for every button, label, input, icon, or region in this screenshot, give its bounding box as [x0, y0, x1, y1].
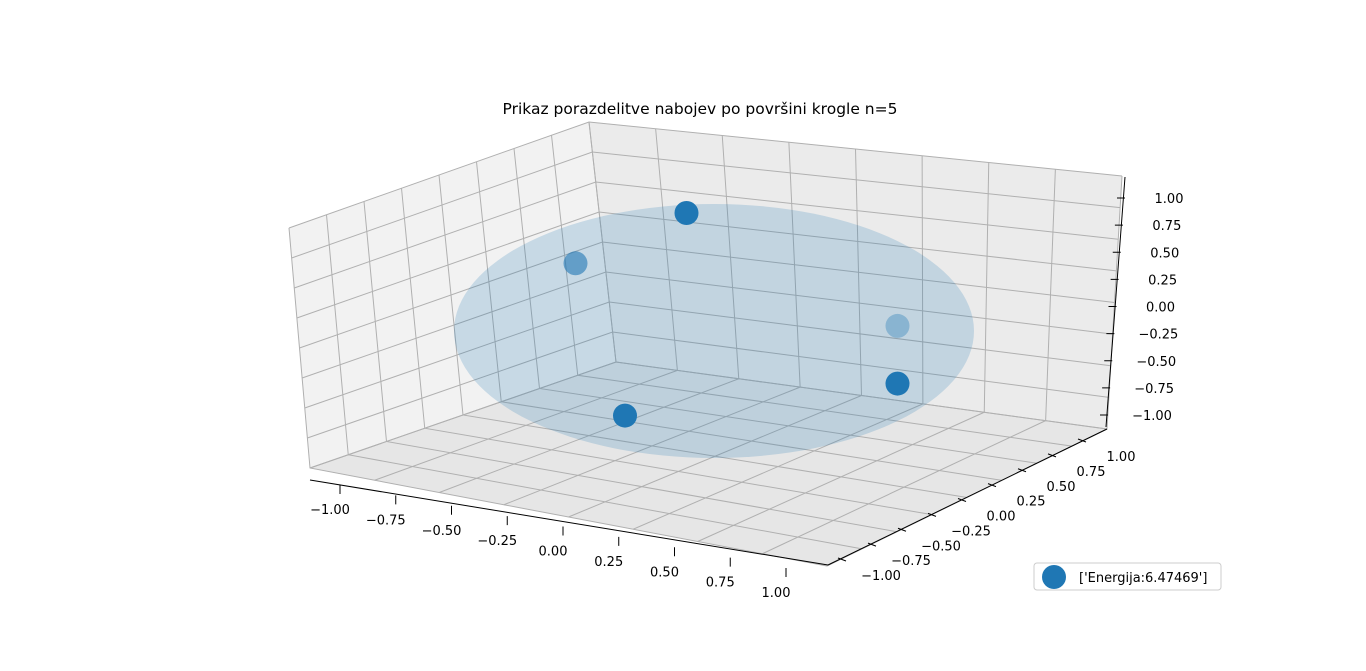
z-tick-label: 0.75: [1152, 219, 1181, 234]
y-tick-label: 0.00: [987, 510, 1016, 525]
z-tick-label: 1.00: [1155, 192, 1184, 207]
grid-lines: [288, 121, 1123, 567]
y-tick-mark: [1077, 438, 1087, 443]
charge-point-4: [885, 371, 910, 396]
z-tick-label: −0.50: [1136, 355, 1176, 370]
x-tick-label: −0.25: [477, 534, 517, 549]
x-tick-label: 1.00: [762, 586, 791, 601]
x-axis-ticks: −1.00 −0.75 −0.50 −0.25 0.00 0.25 0.50 0.75 1.00: [310, 485, 790, 601]
z-tick-label: −0.75: [1134, 382, 1174, 397]
x-tick-label: −0.75: [366, 513, 406, 528]
charge-point-1: [674, 201, 699, 225]
y-tick-label: −0.25: [951, 524, 991, 539]
z-grid-line: [307, 331, 1109, 439]
x-axis-line: [309, 479, 829, 566]
z-axis-line: [1105, 176, 1126, 428]
x-tick-label: −1.00: [310, 503, 350, 518]
axis-lines: [309, 176, 1126, 566]
y-tick-label: −0.50: [921, 539, 961, 554]
x-tick-label: −0.50: [422, 524, 462, 539]
z-grid-line: [299, 241, 1115, 349]
y-tick-mark: [987, 483, 997, 488]
z-tick-label: 0.00: [1146, 301, 1175, 316]
y-axis-ticks: −1.00−0.75−0.50−0.250.000.250.500.751.00: [837, 438, 1136, 584]
z-grid-line: [309, 361, 1108, 469]
y-tick-label: 1.00: [1107, 450, 1136, 465]
y-tick-mark: [1047, 453, 1057, 458]
y-tick-label: −1.00: [861, 569, 901, 584]
x-tick-label: 0.75: [706, 576, 735, 591]
x-tick-label: 0.00: [539, 545, 568, 560]
y-tick-mark: [867, 542, 877, 547]
x-tick-label: 0.25: [594, 555, 623, 570]
legend-frame: [1033, 562, 1222, 591]
z-tick-label: 0.50: [1150, 246, 1179, 261]
y-tick-mark: [837, 557, 847, 562]
points-layer: [563, 201, 910, 428]
legend-marker: [1042, 565, 1066, 589]
y-tick-label: 0.50: [1047, 480, 1076, 495]
z-tick-label: 0.25: [1148, 273, 1177, 288]
charge-point-5: [613, 403, 637, 428]
legend-label: ['Energija:6.47469']: [1079, 571, 1207, 586]
y-axis-line: [827, 428, 1108, 566]
z-axis-ticks: −1.00 −0.75 −0.50 −0.25 0.00 0.25 0.50 0.75 1.00: [1100, 192, 1183, 424]
y-tick-label: 0.25: [1017, 495, 1046, 510]
x-tick-label: 0.50: [650, 565, 679, 580]
z-grid-line: [296, 211, 1117, 319]
z-grid-line: [294, 181, 1119, 289]
z-grid-line: [304, 301, 1111, 409]
y-tick-mark: [1017, 468, 1027, 473]
charge-point-2: [563, 251, 588, 276]
z-grid-line: [291, 151, 1121, 259]
y-tick-label: 0.75: [1077, 465, 1106, 480]
charge-point-3: [885, 313, 910, 338]
y-tick-mark: [927, 512, 937, 517]
z-grid-line: [288, 121, 1123, 229]
y-tick-mark: [897, 527, 907, 532]
y-tick-label: −0.75: [891, 554, 931, 569]
y-tick-mark: [957, 498, 967, 502]
z-tick-label: −1.00: [1132, 409, 1172, 424]
legend: ['Energija:6.47469']: [1033, 562, 1222, 591]
z-tick-label: −0.25: [1138, 328, 1178, 343]
chart-title: Prikaz porazdelitve nabojev po površini …: [503, 100, 898, 118]
z-grid-line: [301, 271, 1113, 379]
